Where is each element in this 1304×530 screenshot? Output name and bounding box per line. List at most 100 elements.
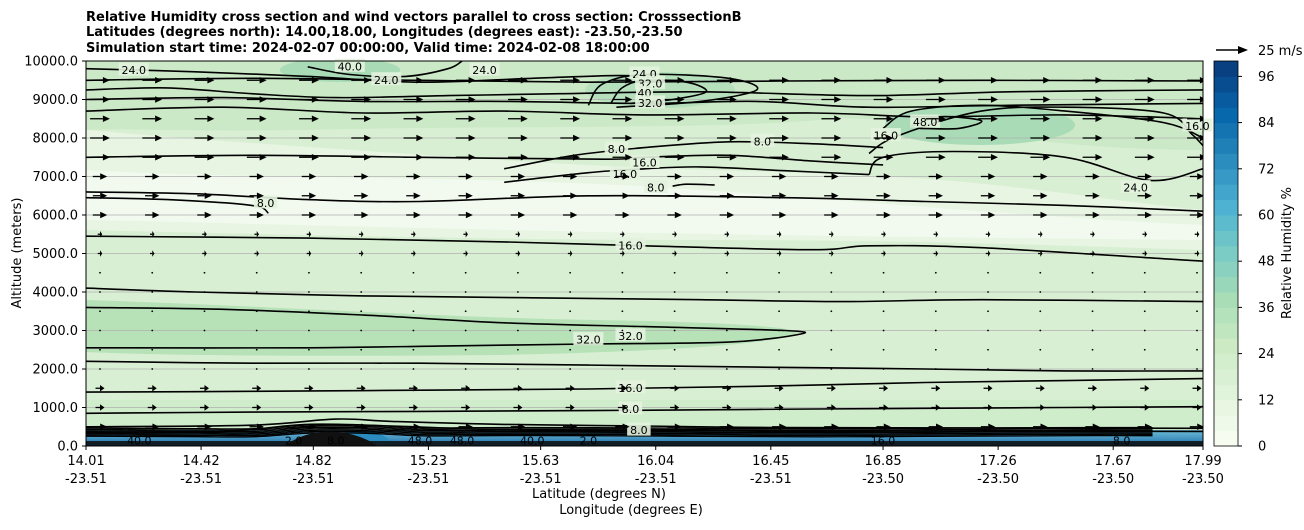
wind-vector xyxy=(821,96,842,103)
y-axis-ticks: 0.0 1000.0 2000.0 3000.0 4000.0 5000.0 6000.0 7… xyxy=(24,55,86,455)
wind-vector xyxy=(203,310,206,313)
wind-vector xyxy=(978,96,998,103)
wind-vector xyxy=(933,231,939,238)
wind-vector xyxy=(508,115,528,122)
wind-vector xyxy=(1137,211,1152,219)
wind-vector xyxy=(569,291,572,293)
wind-vector xyxy=(95,404,105,411)
wind-vector xyxy=(987,310,989,313)
wind-vector xyxy=(194,134,215,142)
wind-vector xyxy=(667,211,682,219)
wind-vector xyxy=(406,192,421,199)
field-band-driest xyxy=(86,170,1203,240)
y-tick-label: 0.0 xyxy=(57,440,78,455)
wind-vector xyxy=(249,211,264,219)
wind-vector xyxy=(716,77,737,84)
wind-vector xyxy=(560,154,581,161)
wind-vector xyxy=(769,134,789,142)
wind-vector xyxy=(203,348,206,351)
wind-vector xyxy=(464,348,467,351)
wind-vector xyxy=(142,134,163,142)
y-tick-label: 6000.0 xyxy=(33,209,79,224)
wind-vector xyxy=(1134,77,1155,84)
wind-vector xyxy=(1143,329,1146,332)
colorbar-tick-label: 84 xyxy=(1258,116,1275,131)
colorbar-segment xyxy=(1214,307,1238,324)
x-tick-label-lat: 15.63 xyxy=(522,454,559,469)
wind-vector xyxy=(1196,368,1198,370)
wind-vector xyxy=(145,211,160,219)
wind-vector xyxy=(879,385,889,392)
wind-vector xyxy=(1091,291,1094,293)
contour-line-8 xyxy=(86,418,1203,430)
contour-label-bg xyxy=(618,401,643,415)
x-tick-label-lat: 14.82 xyxy=(295,454,332,469)
wind-vector xyxy=(1187,77,1203,84)
colorbar: 0 12 24 36 48 60 72 84 96 xyxy=(1213,60,1275,455)
wind-vector xyxy=(353,423,369,430)
y-tick-label: 9000.0 xyxy=(33,93,79,108)
x-tick-label-lat: 17.67 xyxy=(1095,454,1132,469)
wind-vector xyxy=(1091,368,1094,370)
wind-vector xyxy=(301,192,317,199)
wind-vector xyxy=(360,368,363,370)
contour-line-8 xyxy=(86,106,1203,120)
x-tick-label-lon: -23.51 xyxy=(65,472,107,487)
wind-vector xyxy=(517,368,519,370)
wind-vector xyxy=(1196,348,1198,351)
wind-vector xyxy=(569,368,572,370)
wind-vector xyxy=(934,329,937,332)
contour-label-bg xyxy=(643,180,668,194)
chart-title-line-1: Relative Humidity cross section and wind… xyxy=(86,10,742,25)
wind-vector xyxy=(194,77,215,84)
wind-vector xyxy=(830,348,833,351)
wind-vector xyxy=(724,231,730,238)
x-tick-label-lon: -23.51 xyxy=(750,472,792,487)
contour-line-8 xyxy=(86,191,1203,212)
wind-vector xyxy=(673,291,676,293)
wind-vector xyxy=(724,250,730,257)
wind-vector xyxy=(1082,77,1103,84)
colorbar-frame xyxy=(1213,60,1239,447)
surface-contour-line xyxy=(86,429,1153,435)
wind-vector xyxy=(928,211,944,219)
wind-vector xyxy=(360,271,363,274)
contour-label-bg xyxy=(615,237,646,251)
x-tick-label-lon: -23.51 xyxy=(180,472,222,487)
wind-vector xyxy=(301,423,317,430)
contour-line-24 xyxy=(86,67,659,84)
wind-vector xyxy=(252,404,262,411)
wind-vector xyxy=(879,404,889,411)
wind-vector xyxy=(615,192,630,199)
colorbar-segment xyxy=(1214,153,1238,170)
colorbar-segment xyxy=(1214,276,1238,293)
x-tick-label-lon: -23.50 xyxy=(862,472,904,487)
wind-vector xyxy=(351,96,372,103)
wind-vector xyxy=(197,192,212,199)
contour-label-bg xyxy=(118,62,149,76)
colorbar-segment xyxy=(1214,322,1238,339)
colorbar-segment xyxy=(1214,292,1238,308)
contour-line-16 xyxy=(86,154,884,166)
wind-vector xyxy=(1090,231,1095,238)
colorbar-segment xyxy=(1214,215,1238,231)
wind-vector xyxy=(1189,192,1203,199)
wind-vector xyxy=(99,348,101,351)
contour-label-bg xyxy=(573,332,604,346)
wind-vector xyxy=(771,423,787,430)
colorbar-segment xyxy=(1214,261,1238,278)
wind-vector xyxy=(246,96,267,103)
surface-contour-line xyxy=(86,428,1153,434)
wind-vector xyxy=(830,329,833,332)
wind-vector xyxy=(769,115,789,122)
wind-vector xyxy=(1085,173,1100,180)
surface-contour-label: 40.0 xyxy=(520,434,545,447)
wind-vector xyxy=(304,385,314,392)
wind-vector xyxy=(873,77,894,84)
wind-vector xyxy=(987,368,989,370)
wind-vector xyxy=(569,310,572,313)
wind-vector xyxy=(90,154,110,161)
wind-vector xyxy=(194,154,215,161)
wind-vector xyxy=(1192,385,1202,392)
